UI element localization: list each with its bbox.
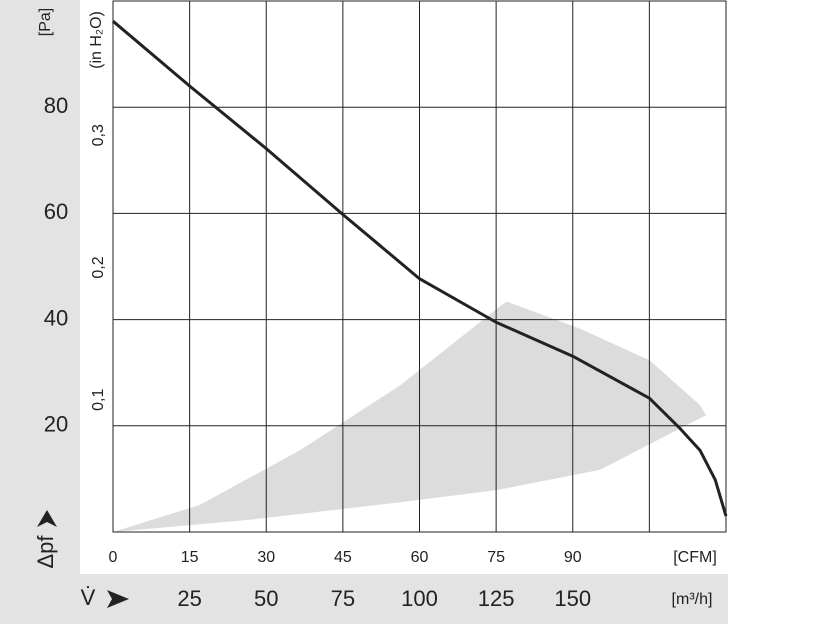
y2-tick-label: 0,2	[90, 256, 107, 278]
x-tick-label: 60	[411, 549, 429, 566]
x-unit: [CFM]	[673, 549, 717, 566]
x-label: V̇	[81, 585, 96, 610]
y-unit: [Pa]	[37, 8, 54, 36]
y-tick-label: 40	[44, 305, 68, 330]
fan-curve	[112, 20, 728, 517]
x2-tick-label: 25	[177, 586, 201, 611]
x2-tick-label: 125	[478, 586, 515, 611]
x-tick-label: 90	[564, 549, 582, 566]
x2-tick-label: 100	[401, 586, 438, 611]
plot	[112, 0, 728, 533]
x-tick-label: 75	[487, 549, 505, 566]
x2-tick-label: 50	[254, 586, 278, 611]
left-band	[0, 0, 80, 624]
y2-tick-label: 0,1	[90, 389, 107, 411]
x-tick-label: 0	[109, 549, 118, 566]
x-tick-label: 30	[257, 549, 275, 566]
x-arrow	[107, 590, 129, 608]
bottom-band	[80, 574, 728, 624]
x2-tick-label: 150	[554, 586, 591, 611]
x-tick-label: 15	[181, 549, 199, 566]
y-tick-label: 80	[44, 93, 68, 118]
y-arrow	[37, 510, 57, 527]
y-label: Δpf	[33, 535, 58, 569]
y-tick-label: 20	[44, 412, 68, 437]
operating-region	[113, 301, 707, 532]
y-tick-label: 60	[44, 199, 68, 224]
x2-tick-label: 75	[331, 586, 355, 611]
x2-unit: [m³/h]	[672, 591, 713, 608]
y2-unit: (in H₂O)	[88, 11, 105, 69]
y2-tick-label: 0,3	[90, 124, 107, 146]
x-tick-label: 45	[334, 549, 352, 566]
